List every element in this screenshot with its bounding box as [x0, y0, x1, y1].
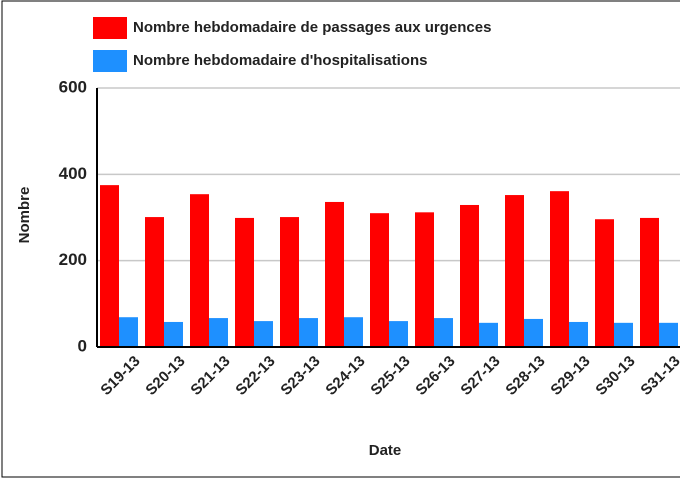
bar — [614, 322, 633, 347]
x-tick-label: S29-13 — [547, 353, 593, 399]
x-tick-label: S25-13 — [367, 353, 413, 399]
bar — [190, 194, 209, 347]
legend-label: Nombre hebdomadaire d'hospitalisations — [133, 52, 427, 69]
x-tick-label: S30-13 — [592, 353, 638, 399]
x-tick-label: S24-13 — [322, 353, 368, 399]
y-tick-label: 200 — [59, 250, 87, 269]
bar — [344, 317, 363, 347]
y-tick-label: 400 — [59, 164, 87, 183]
bar — [389, 321, 408, 347]
bar — [640, 217, 659, 347]
bar — [415, 212, 434, 347]
bar — [254, 321, 273, 347]
x-axis-label: Date — [369, 442, 402, 459]
bar — [569, 321, 588, 347]
y-axis-label: Nombre — [16, 187, 33, 244]
x-tick-label: S31-13 — [637, 353, 680, 399]
bar — [460, 204, 479, 347]
y-tick-label: 600 — [59, 77, 87, 96]
bar — [299, 318, 318, 347]
x-tick-label: S19-13 — [97, 353, 143, 399]
x-tick-label: S27-13 — [457, 353, 503, 399]
bar — [100, 185, 119, 347]
bar — [325, 201, 344, 347]
bar — [505, 195, 524, 347]
bar — [280, 217, 299, 347]
bar — [164, 321, 183, 347]
bar — [209, 318, 228, 347]
bar — [370, 213, 389, 347]
x-tick-label: S23-13 — [277, 353, 323, 399]
y-tick-label: 0 — [78, 336, 87, 355]
x-tick-label: S28-13 — [502, 353, 548, 399]
x-tick-label: S21-13 — [187, 353, 233, 399]
bar — [434, 318, 453, 347]
bar — [550, 191, 569, 347]
bar — [235, 217, 254, 347]
bar — [595, 219, 614, 347]
legend-label: Nombre hebdomadaire de passages aux urge… — [133, 19, 491, 36]
bar — [119, 317, 138, 347]
legend-swatch — [93, 50, 127, 72]
legend-swatch — [93, 17, 127, 39]
bar — [659, 322, 678, 347]
x-tick-label: S22-13 — [232, 353, 278, 399]
bar — [524, 318, 543, 347]
x-tick-label: S26-13 — [412, 353, 458, 399]
bar — [145, 217, 164, 347]
bar — [479, 322, 498, 347]
x-tick-label: S20-13 — [142, 353, 188, 399]
